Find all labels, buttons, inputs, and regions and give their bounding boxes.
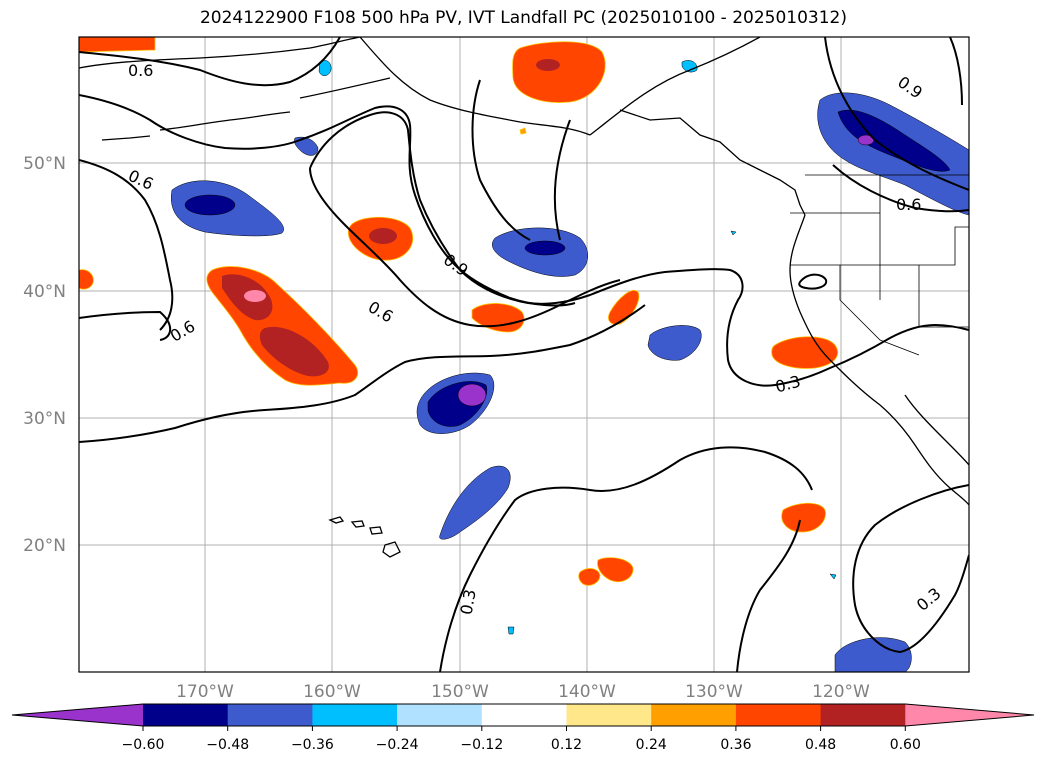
contour-label-0-6-a: 0.6 [128, 61, 153, 80]
anomaly-blob-tiny-southeast [829, 573, 837, 580]
contour-label-0-6-e: 0.6 [896, 195, 921, 214]
lat-label-50n: 50°N [23, 154, 66, 174]
contour-label-0-3-b: 0.3 [457, 588, 480, 616]
colorbar-tick-label: 0.24 [636, 737, 667, 753]
lon-label-130w: 130°W [685, 682, 743, 702]
anomaly-blob-california-coast [771, 336, 839, 369]
lon-label-140w: 140°W [558, 682, 616, 702]
anomaly-blob-tiny-south [507, 626, 515, 635]
positive-anomalies [79, 37, 839, 586]
lon-label-160w: 160°W [303, 682, 361, 702]
contour-0-6-pnw [832, 164, 969, 213]
anomaly-blob-large-southwest [206, 266, 359, 386]
anomaly-blob-northwest-pacific [171, 180, 284, 237]
anomaly-blob-southern-streak [439, 465, 511, 540]
anomaly-blob-south-pair-a [578, 568, 601, 586]
anomaly-blob-diagonal-streak [608, 290, 640, 325]
colorbar-swatch [312, 704, 398, 726]
anomaly-blob-southeast-corner [834, 637, 912, 672]
colorbar-tick-label: −0.24 [376, 737, 419, 753]
lat-label-20n: 20°N [23, 536, 66, 556]
colorbar-ticks: −0.60 −0.48 −0.36 −0.24 −0.12 0.12 0.24 0.36 0.4… [122, 726, 921, 753]
anomaly-blob-south-pair-b [597, 557, 634, 583]
map-panel: 0.6 0.6 0.6 0.6 0.9 0.9 0.6 0.3 0.3 0.3 [78, 36, 970, 673]
colorbar-swatch [905, 704, 1034, 726]
latitude-axis: 50°N 40°N 30°N 20°N [23, 154, 66, 556]
pv-contours [79, 37, 969, 672]
colorbar-swatch [735, 704, 822, 726]
map-frame [78, 36, 970, 673]
contour-0-9-northeast [824, 37, 969, 191]
colorbar-swatch [143, 704, 229, 726]
colorbar-swatch [566, 704, 652, 726]
anomaly-blob-mid-east-pacific [647, 325, 702, 361]
colorbar-tick-label: −0.60 [122, 737, 165, 753]
longitude-axis: 170°W 160°W 150°W 140°W 130°W 120°W [176, 682, 870, 702]
colorbar-swatch [397, 704, 483, 726]
british-columbia-coastline [589, 37, 806, 216]
contour-0-6-outer [79, 159, 174, 341]
contour-0-9-north [471, 79, 571, 241]
contour-0-3-southeast [736, 484, 969, 672]
colorbar-tick-label: −0.12 [460, 737, 503, 753]
anomaly-blob-central-pacific [492, 227, 588, 277]
anomaly-blob-subtropical-east [781, 502, 826, 533]
hawaii-islands [328, 516, 401, 558]
colorbar-tick-label: 0.48 [805, 737, 836, 753]
colorbar-tick-label: 0.60 [890, 737, 921, 753]
anomaly-blob-central-north [347, 216, 414, 261]
map-title: 2024122900 F108 500 hPa PV, IVT Landfall… [199, 8, 847, 28]
contour-0-6-north [79, 37, 341, 87]
colorbar: −0.60 −0.48 −0.36 −0.24 −0.12 0.12 0.24 0.36 0.4… [11, 703, 1035, 753]
colorbar-swatch [481, 704, 567, 726]
anomaly-blob-west-edge [79, 269, 94, 290]
anomaly-blob-top-left [79, 37, 156, 53]
us-west-coastline [789, 214, 969, 506]
anomaly-blob-small-blue-nw [294, 136, 319, 156]
colorbar-swatch [651, 704, 737, 726]
contour-0-9-loop [309, 111, 969, 387]
lat-label-40n: 40°N [23, 282, 66, 302]
baja-coastline [904, 394, 969, 466]
colorbar-tick-label: 0.36 [720, 737, 751, 753]
anomaly-blob-small-cyan-north [318, 60, 332, 76]
contour-0-6-west-loop [79, 94, 576, 307]
colorbar-swatch [227, 704, 313, 726]
colorbar-tick-label: 0.12 [551, 737, 582, 753]
colorbar-swatch [820, 704, 906, 726]
lon-label-120w: 120°W [812, 682, 870, 702]
colorbar-swatches [11, 703, 1035, 727]
colorbar-tick-label: −0.36 [291, 737, 334, 753]
contour-0-9-inner [309, 167, 621, 328]
lat-label-30n: 30°N [23, 409, 66, 429]
lon-label-170w: 170°W [176, 682, 234, 702]
anomaly-blob-tiny-gulf [519, 127, 527, 135]
contour-0-9-closed-cell [798, 273, 828, 290]
anomaly-blob-tiny-coast [730, 230, 737, 236]
anomaly-blob-subtropical-low [416, 372, 495, 434]
lon-label-150w: 150°W [431, 682, 489, 702]
colorbar-tick-label: −0.48 [206, 737, 249, 753]
contour-0-3-south [439, 446, 813, 672]
colorbar-swatch [12, 704, 143, 726]
anomaly-blob-alaska-gulf [512, 41, 606, 103]
contour-0-3-central [79, 304, 646, 443]
